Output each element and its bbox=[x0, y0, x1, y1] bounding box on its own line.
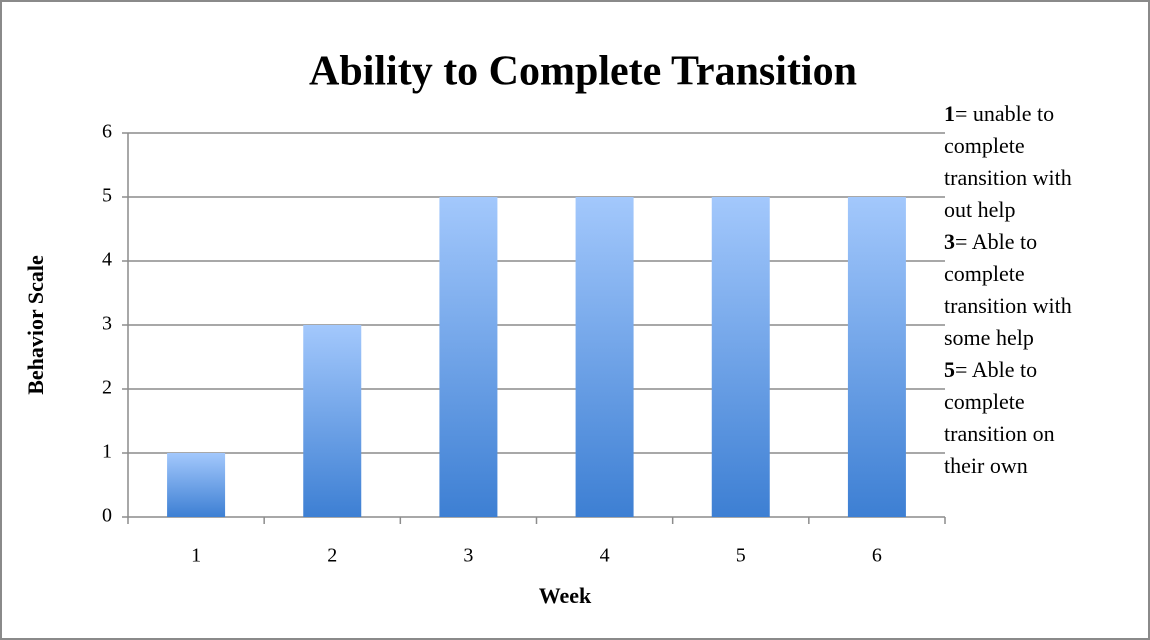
bar bbox=[575, 197, 634, 517]
bar bbox=[439, 197, 498, 517]
x-tick-label: 1 bbox=[191, 545, 201, 567]
bar bbox=[847, 197, 906, 517]
bar bbox=[711, 197, 770, 517]
y-axis-label: Behavior Scale bbox=[23, 255, 48, 395]
note-text: = unable to complete transition with out… bbox=[944, 101, 1072, 222]
note-key: 1 bbox=[944, 101, 955, 126]
y-tick-label: 1 bbox=[102, 441, 112, 463]
x-axis-label: Week bbox=[539, 583, 592, 608]
note: 1= unable to complete transition with ou… bbox=[944, 98, 1094, 226]
x-tick-label: 5 bbox=[736, 545, 746, 567]
chart-title: Ability to Complete Transition bbox=[309, 49, 857, 95]
note: 3= Able to complete transition with some… bbox=[944, 226, 1094, 354]
note: 5= Able to complete transition on their … bbox=[944, 354, 1094, 482]
y-tick-label: 3 bbox=[102, 313, 112, 335]
note-text: = Able to complete transition on their o… bbox=[944, 357, 1055, 478]
legend-notes: 1= unable to complete transition with ou… bbox=[944, 98, 1094, 482]
x-tick-label: 6 bbox=[872, 545, 882, 567]
y-tick-label: 0 bbox=[102, 505, 112, 527]
y-tick-label: 5 bbox=[102, 185, 112, 207]
y-tick-label: 2 bbox=[102, 377, 112, 399]
note-text: = Able to complete transition with some … bbox=[944, 229, 1072, 350]
note-key: 5 bbox=[944, 357, 955, 382]
bar bbox=[303, 325, 362, 517]
x-tick-label: 4 bbox=[600, 545, 610, 567]
bar bbox=[167, 453, 226, 517]
note-key: 3 bbox=[944, 229, 955, 254]
x-tick-label: 3 bbox=[463, 545, 473, 567]
y-tick-label: 4 bbox=[102, 249, 112, 271]
x-tick-label: 2 bbox=[327, 545, 337, 567]
y-tick-label: 6 bbox=[102, 121, 112, 143]
